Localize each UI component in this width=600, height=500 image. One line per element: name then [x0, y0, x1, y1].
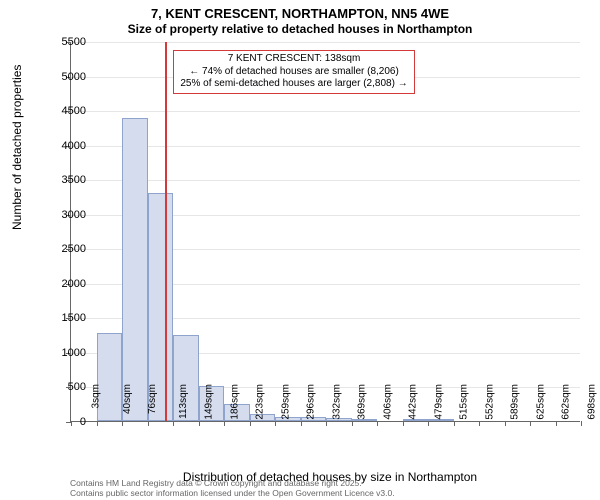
x-tick-label: 369sqm — [357, 384, 368, 420]
x-tick-mark — [173, 421, 174, 426]
x-tick-label: 149sqm — [204, 384, 215, 420]
x-tick-mark — [505, 421, 506, 426]
x-tick-mark — [224, 421, 225, 426]
x-tick-mark — [479, 421, 480, 426]
chart-title-main: 7, KENT CRESCENT, NORTHAMPTON, NN5 4WE — [0, 0, 600, 21]
footer-line-2: Contains public sector information licen… — [70, 489, 395, 498]
y-tick-label: 0 — [46, 416, 86, 428]
x-tick-label: 479sqm — [433, 384, 444, 420]
x-tick-label: 662sqm — [561, 384, 572, 420]
chart-container: 7, KENT CRESCENT, NORTHAMPTON, NN5 4WE S… — [0, 0, 600, 500]
y-tick-label: 3500 — [46, 174, 86, 186]
x-tick-label: 3sqm — [90, 384, 101, 408]
x-tick-label: 589sqm — [510, 384, 521, 420]
x-tick-mark — [250, 421, 251, 426]
annotation-line-3: 25% of semi-detached houses are larger (… — [180, 78, 407, 91]
x-tick-mark — [377, 421, 378, 426]
x-tick-mark — [326, 421, 327, 426]
x-tick-label: 223sqm — [255, 384, 266, 420]
x-tick-label: 625sqm — [535, 384, 546, 420]
y-axis-label: Number of detached properties — [10, 65, 24, 230]
x-tick-label: 186sqm — [229, 384, 240, 420]
x-tick-label: 552sqm — [484, 384, 495, 420]
x-tick-mark — [428, 421, 429, 426]
x-tick-mark — [556, 421, 557, 426]
x-tick-mark — [530, 421, 531, 426]
x-tick-label: 296sqm — [306, 384, 317, 420]
annotation-line-1: 7 KENT CRESCENT: 138sqm — [180, 53, 407, 66]
x-tick-mark — [403, 421, 404, 426]
x-tick-mark — [301, 421, 302, 426]
x-tick-mark — [148, 421, 149, 426]
y-tick-label: 5500 — [46, 36, 86, 48]
y-tick-label: 3000 — [46, 209, 86, 221]
x-tick-mark — [352, 421, 353, 426]
y-tick-label: 2000 — [46, 278, 86, 290]
x-tick-mark — [122, 421, 123, 426]
y-tick-label: 2500 — [46, 243, 86, 255]
histogram-bar — [122, 118, 148, 421]
x-tick-label: 113sqm — [177, 384, 188, 419]
x-tick-mark — [275, 421, 276, 426]
plot-area: 7 KENT CRESCENT: 138sqm← 74% of detached… — [70, 42, 580, 422]
y-tick-label: 4500 — [46, 105, 86, 117]
y-tick-label: 1500 — [46, 312, 86, 324]
y-tick-label: 500 — [46, 381, 86, 393]
x-tick-label: 442sqm — [408, 384, 419, 420]
gridline — [71, 42, 580, 43]
x-tick-mark — [581, 421, 582, 426]
x-tick-label: 40sqm — [122, 384, 133, 414]
x-tick-label: 515sqm — [459, 384, 470, 420]
x-tick-label: 698sqm — [586, 384, 597, 420]
x-tick-mark — [199, 421, 200, 426]
y-tick-label: 1000 — [46, 347, 86, 359]
y-tick-label: 5000 — [46, 71, 86, 83]
y-tick-label: 4000 — [46, 140, 86, 152]
chart-title-sub: Size of property relative to detached ho… — [0, 21, 600, 36]
reference-line — [165, 42, 167, 421]
gridline — [71, 111, 580, 112]
annotation-box: 7 KENT CRESCENT: 138sqm← 74% of detached… — [173, 50, 414, 94]
x-tick-label: 76sqm — [147, 384, 158, 414]
x-tick-label: 332sqm — [331, 384, 342, 420]
x-tick-label: 259sqm — [280, 384, 291, 420]
x-tick-mark — [454, 421, 455, 426]
chart-footer: Contains HM Land Registry data © Crown c… — [70, 479, 395, 498]
annotation-line-2: ← 74% of detached houses are smaller (8,… — [180, 66, 407, 79]
x-tick-label: 406sqm — [382, 384, 393, 420]
x-tick-mark — [97, 421, 98, 426]
